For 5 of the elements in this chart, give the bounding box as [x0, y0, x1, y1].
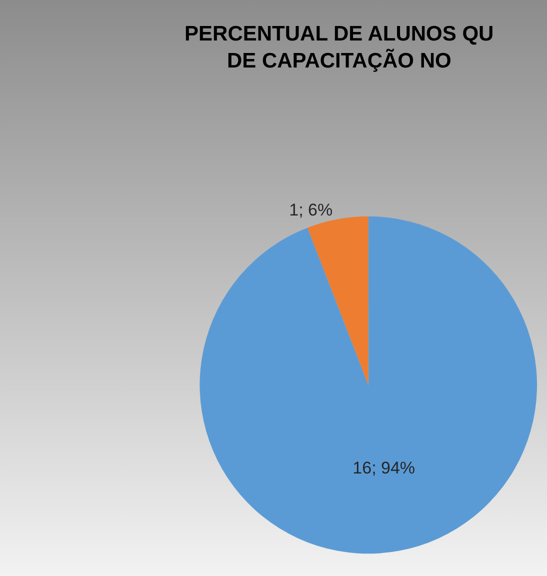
pie-slice [200, 216, 537, 554]
chart-title: PERCENTUAL DE ALUNOS QU DE CAPACITAÇÃO NO [184, 22, 494, 73]
data-label: 1; 6% [289, 200, 333, 220]
data-label: 16; 94% [352, 458, 416, 478]
pie-slice [307, 216, 368, 385]
